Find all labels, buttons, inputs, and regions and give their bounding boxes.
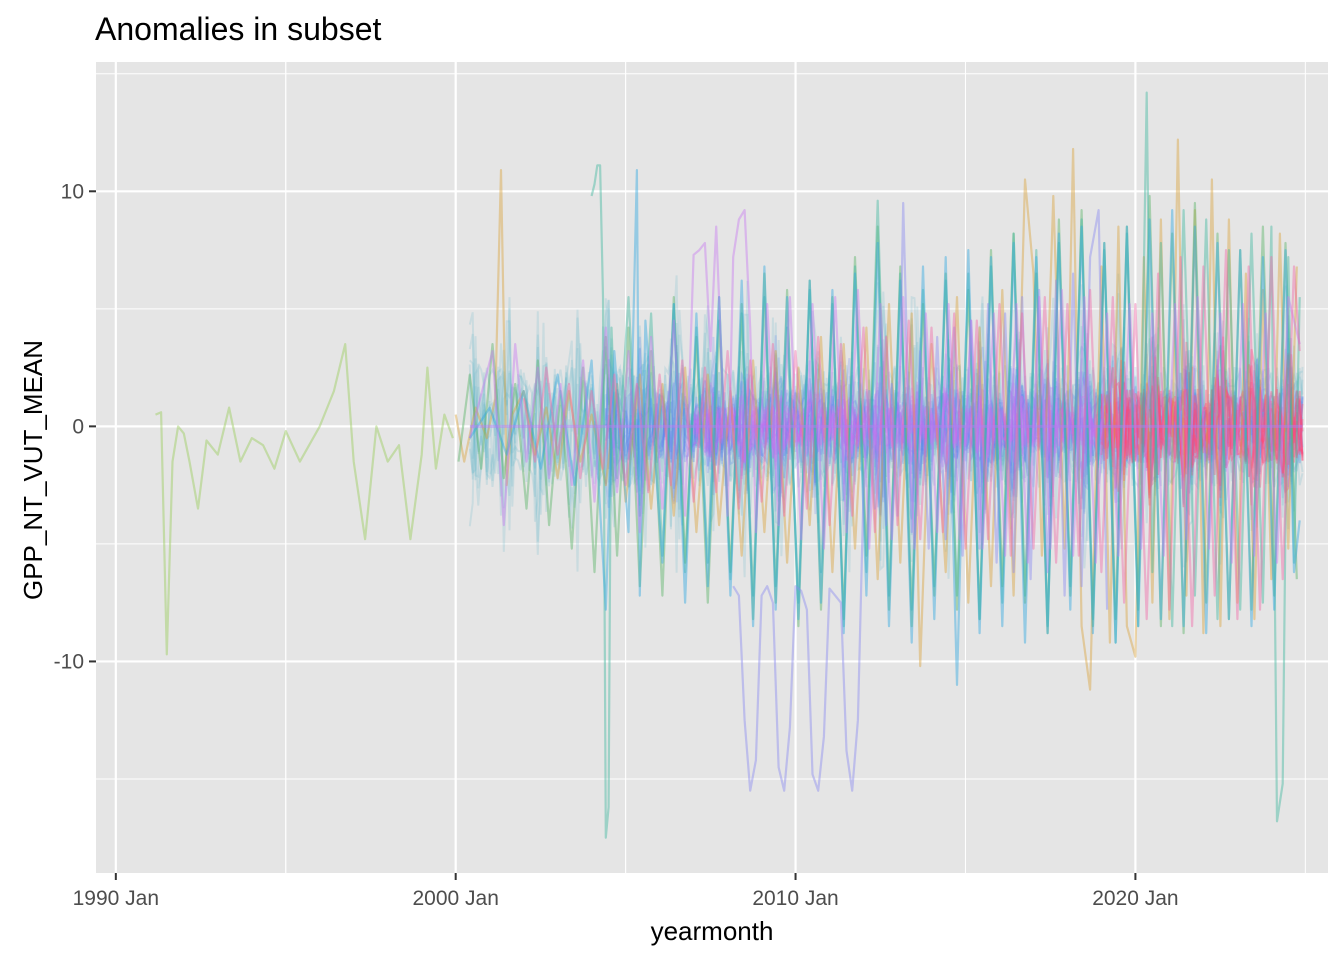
- y-tick-label: 0: [72, 415, 84, 438]
- y-axis-title: GPP_NT_VUT_MEAN: [18, 340, 48, 600]
- series-line: [468, 169, 1301, 686]
- dense-band-line: [1100, 352, 1304, 506]
- dense-band-line: [692, 382, 1103, 474]
- dense-band-line: [468, 284, 1304, 572]
- series-lines: [155, 91, 1303, 839]
- dense-band-line: [693, 392, 1103, 470]
- y-tick-label: 10: [61, 180, 84, 203]
- x-tick-label: 1990 Jan: [73, 887, 159, 910]
- dense-band-line: [468, 280, 1304, 565]
- x-tick-label: 2010 Jan: [752, 887, 838, 910]
- x-axis-title: yearmonth: [651, 916, 774, 946]
- dense-band-line: [468, 273, 1304, 578]
- dense-band-line: [604, 361, 1304, 516]
- dense-band-line: [693, 382, 1103, 478]
- plot-panel: [96, 62, 1328, 873]
- grid-minor: [96, 62, 1328, 873]
- series-line: [732, 201, 1109, 792]
- series-line: [457, 194, 1298, 635]
- dense-band-line: [692, 378, 1103, 468]
- dense-band-line: [468, 308, 1304, 573]
- dense-band-line: [1100, 345, 1304, 479]
- dense-bands: [468, 273, 1304, 579]
- dense-band-line: [604, 346, 1304, 530]
- dense-band-line: [604, 336, 1304, 510]
- dense-band-line: [692, 381, 1103, 480]
- x-tick-label: 2000 Jan: [412, 887, 498, 910]
- dense-band-line: [692, 384, 1102, 462]
- series-line: [522, 249, 1301, 628]
- y-axis: 10 0 -10: [54, 180, 96, 673]
- dense-band-line: [468, 299, 1304, 573]
- dense-band-line: [1100, 336, 1304, 499]
- dense-band-line: [692, 377, 1103, 468]
- series-line: [155, 343, 454, 656]
- x-tick-label: 2020 Jan: [1092, 887, 1178, 910]
- dense-band-line: [1100, 364, 1304, 508]
- dense-band-line: [604, 343, 1304, 510]
- dense-band-line: [604, 336, 1304, 513]
- dense-band-line: [1100, 361, 1303, 504]
- series-line: [454, 138, 1298, 691]
- x-axis: 1990 Jan 2000 Jan 2010 Jan 2020 Jan: [73, 873, 1179, 910]
- y-tick-label: -10: [54, 650, 84, 673]
- chart-title: Anomalies in subset: [95, 11, 381, 47]
- dense-band-line: [1100, 341, 1304, 482]
- dense-band-line: [468, 305, 1304, 579]
- dense-band-line: [468, 297, 1303, 561]
- dense-band-line: [1100, 336, 1304, 493]
- dense-band-line: [604, 346, 1304, 517]
- series-line: [468, 209, 1301, 564]
- dense-band-line: [468, 275, 1304, 569]
- dense-band-line: [604, 355, 1304, 515]
- dense-band-line: [1100, 374, 1304, 496]
- series-line: [590, 91, 1301, 839]
